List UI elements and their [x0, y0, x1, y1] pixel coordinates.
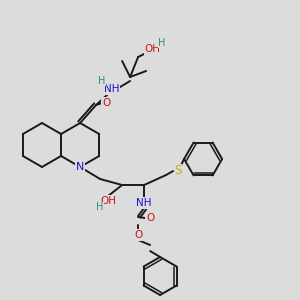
Text: H: H	[98, 76, 106, 86]
Text: N: N	[76, 162, 84, 172]
Text: O: O	[102, 98, 110, 108]
Text: O: O	[146, 213, 154, 223]
Text: NH: NH	[104, 84, 120, 94]
Text: OH: OH	[100, 196, 116, 206]
Text: NH: NH	[136, 198, 152, 208]
Text: H: H	[96, 202, 104, 212]
Text: S: S	[174, 164, 182, 178]
Text: OH: OH	[144, 44, 160, 54]
Text: H: H	[158, 38, 166, 48]
Text: O: O	[134, 230, 142, 240]
